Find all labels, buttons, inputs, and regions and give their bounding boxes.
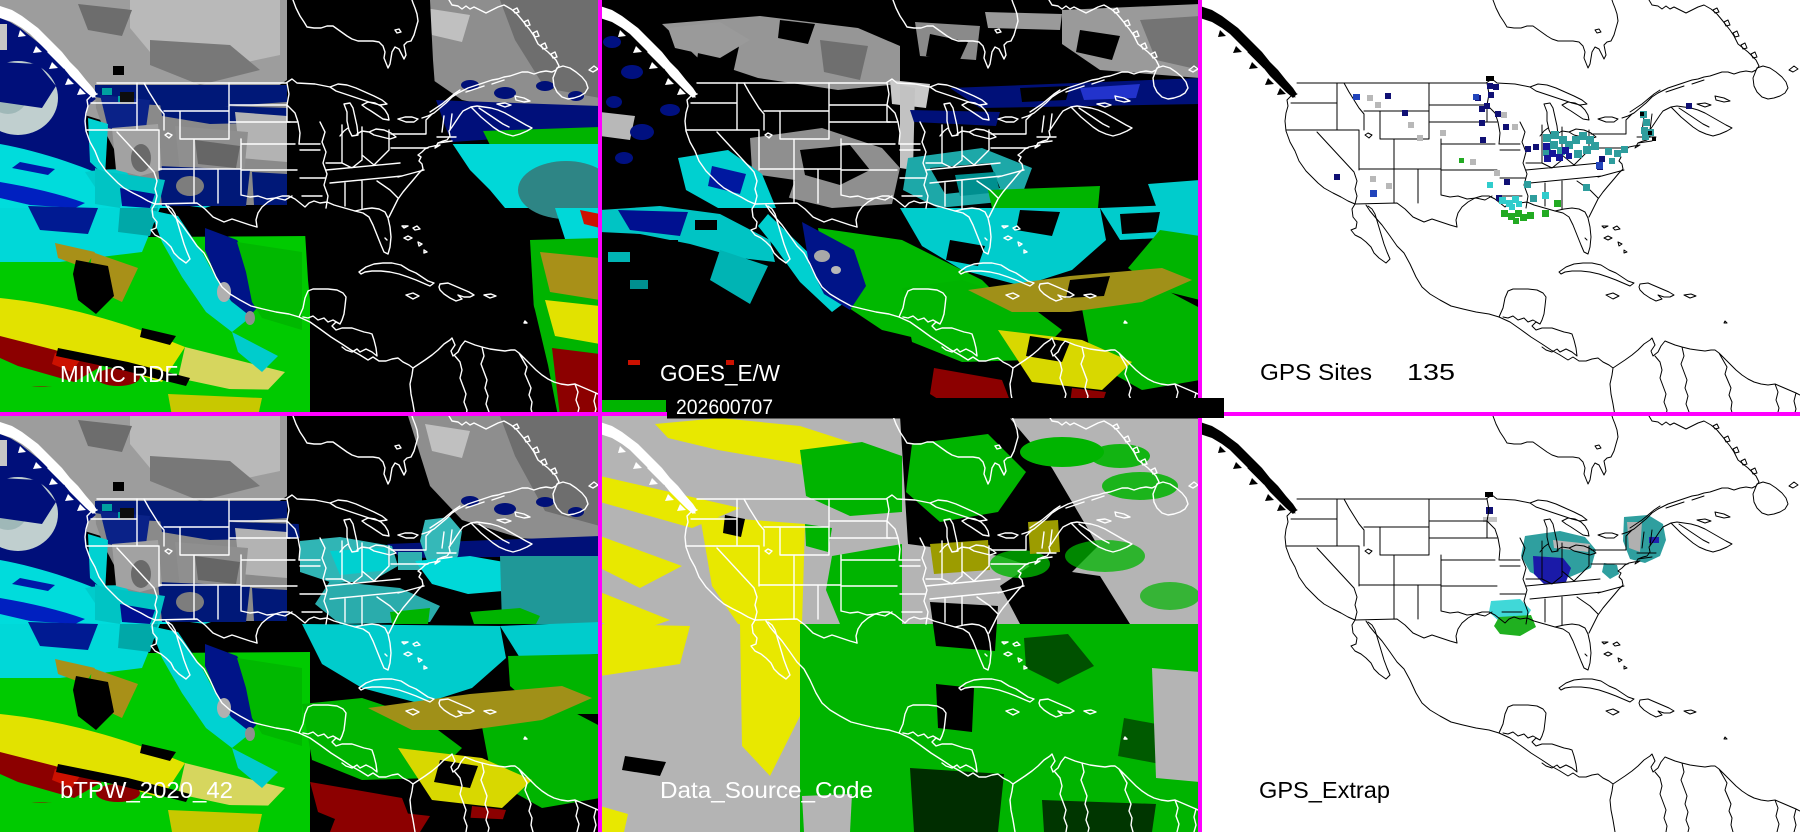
svg-text:135: 135 — [1407, 359, 1455, 385]
svg-text:Data_Source_Code: Data_Source_Code — [660, 777, 873, 803]
svg-text:MIMIC RDF: MIMIC RDF — [60, 361, 178, 387]
svg-text:202600707: 202600707 — [676, 396, 773, 419]
svg-text:GPS Sites: GPS Sites — [1260, 359, 1372, 385]
svg-text:GOES_E/W: GOES_E/W — [660, 360, 780, 386]
svg-text:GPS_Extrap: GPS_Extrap — [1259, 777, 1390, 803]
svg-text:bTPW_2020_42: bTPW_2020_42 — [60, 777, 233, 803]
